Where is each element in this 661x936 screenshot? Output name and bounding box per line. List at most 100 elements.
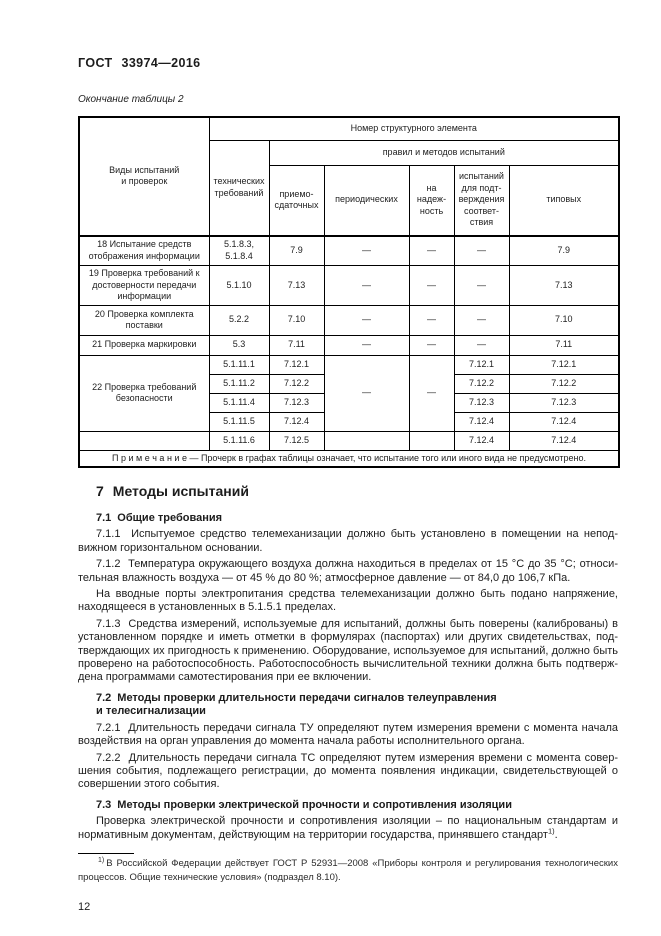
footnote-reference: 1) [547,825,555,835]
table-row: 5.1.11.6 7.12.5 7.12.4 7.12.4 [78,430,620,451]
cell-acceptance: 7.10 [268,304,325,336]
column-header-acceptance: приемо- сдаточных [268,164,325,236]
paragraph-7-1-2-cont: На вводные порты электропитания средства… [78,588,618,614]
section-title: Методы испытаний [112,483,249,499]
cell-conformity: 7.12.3 [453,392,510,413]
section-title: Общие требования [117,512,223,524]
section-heading-7-2: 7.2 Методы проверки длительности передачи… [78,692,618,719]
cell-acceptance: 7.9 [268,235,325,266]
table-row: 5.1.11.5 7.12.4 7.12.4 7.12.4 [79,411,620,432]
cell-acceptance: 7.12.5 [268,430,325,451]
cell-typical: 7.12.3 [508,392,620,413]
section-number: 7 [96,483,104,499]
table-caption: Окончание таблицы 2 [78,94,184,105]
cell-reliability: — [408,235,455,266]
paragraph-7-2-1: 7.2.1 Длительность передачи сигнала ТУ о… [78,721,618,748]
cell-periodic: — [323,265,410,306]
footnote-marker: 1) [98,856,105,864]
cell-test-name: 21 Проверка маркировки [78,334,210,356]
cell-conformity: — [453,235,510,266]
cell-conformity: 7.12.1 [453,354,510,375]
paragraph-7-1-1: 7.1.1 Испытуемое средство телемеханизаци… [78,528,618,554]
cell-acceptance: 7.12.2 [268,373,325,394]
footnote-text: В Российской Федерации действует ГОСТ Р … [78,857,618,883]
paragraph-7-1-2: 7.1.2 Температура окружающего воздуха до… [78,558,618,584]
cell-reliability: — [408,334,455,356]
paragraph-7-1-3: 7.1.3 Средства измерений, используемые д… [78,617,618,684]
cell-typical: 7.12.1 [508,354,620,375]
cell-conformity: 7.12.4 [453,411,510,432]
table-note-row: П р и м е ч а н и е — Прочерк в графах т… [78,449,620,468]
column-header-typical: типовых [508,164,620,236]
column-header-tech-requirements: технических требований [208,139,270,236]
table-row: 20 Проверка комплекта поставки 5.2.2 7.1… [78,304,620,336]
cell-typical: 7.11 [508,334,620,356]
cell-tech: 5.1.8.3, 5.1.8.4 [208,235,270,266]
cell-conformity: — [453,265,510,306]
table-row: 18 Испытание средств отображения информа… [78,235,620,266]
cell-typical: 7.12.4 [508,411,620,432]
cell-reliability: — [408,304,455,336]
column-header-reliability: на надеж- ность [408,164,455,236]
page-content: ГОСТ 33974—2016 Окончание таблицы 2 Виды… [78,0,621,913]
footnote: 1) В Российской Федерации действует ГОСТ … [78,857,618,885]
section-title: Методы проверки длительности передачи си… [96,691,497,718]
cell-periodic: — [323,334,410,356]
cell-tech: 5.1.10 [208,265,270,306]
cell-acceptance: 7.12.1 [268,354,325,375]
section-heading-7-1: 7.1 Общие требования [78,512,618,525]
section-number: 7.1 [96,512,112,524]
cell-typical: 7.12.2 [508,373,620,394]
cell-typical: 7.10 [508,304,620,336]
paragraph-7-2-2: 7.2.2 Длительность передачи сигнала ТС о… [78,751,618,791]
cell-tech: 5.1.11.2 [208,373,270,394]
cell-test-name-empty [78,430,210,451]
table-row: 22 Проверка требований безопасности 5.1.… [78,354,620,432]
cell-tech: 5.1.11.4 [208,392,270,413]
paragraph-text-tail: . [554,828,558,841]
cell-acceptance: 7.12.3 [268,392,325,413]
cell-test-name: 18 Испытание средств отображения информа… [78,235,210,266]
cell-acceptance: 7.13 [268,265,325,306]
cell-periodic-empty [323,430,410,451]
cell-tech: 5.3 [208,334,270,356]
column-header-rules-methods: правил и методов испытаний [268,139,620,166]
column-header-conformity: испытаний для подт- верждения соответ- с… [453,164,510,236]
table-row: 19 Проверка требований к достоверности п… [78,265,620,306]
cell-tech: 5.1.11.1 [208,354,270,375]
cell-conformity: — [453,334,510,356]
cell-tech: 5.1.11.5 [208,411,270,432]
column-header-periodic: периодических [323,164,410,236]
cell-periodic: — [323,354,410,432]
cell-typical: 7.9 [508,235,620,266]
table-header: Виды испытаний и проверок Номер структур… [78,116,620,236]
column-header-structural-element: Номер структурного элемента [208,116,620,141]
column-header-views: Виды испытаний и проверок [78,116,210,236]
cell-conformity: — [453,304,510,336]
section-title: Методы проверки электрической прочности … [117,798,512,811]
table-note: П р и м е ч а н и е — Прочерк в графах т… [78,449,620,468]
section-number: 7.2 [96,691,112,704]
cell-test-name: 19 Проверка требований к достоверности п… [78,265,210,306]
cell-reliability: — [408,354,455,432]
cell-reliability: — [408,265,455,306]
cell-conformity: 7.12.2 [453,373,510,394]
doc-code: ГОСТ 33974—2016 [78,56,201,70]
tests-table: Виды испытаний и проверок Номер структур… [78,116,621,468]
cell-periodic: — [323,304,410,336]
table-row: 5.1.11.2 7.12.2 7.12.2 7.12.2 [79,373,620,394]
cell-tech: 5.2.2 [208,304,270,336]
page-number: 12 [78,900,91,913]
cell-periodic: — [323,235,410,266]
paragraph-7-3: Проверка электрической прочности и сопро… [78,815,618,842]
cell-conformity: 7.12.4 [453,430,510,451]
cell-acceptance: 7.11 [268,334,325,356]
section-heading-7: 7 Методы испытаний [78,483,618,499]
cell-typical: 7.12.4 [508,430,620,451]
section-heading-7-3: 7.3 Методы проверки электрической прочнос… [78,799,618,812]
cell-test-name: 22 Проверка требований безопасности [78,354,210,432]
footnote-rule [78,852,134,854]
cell-acceptance: 7.12.4 [268,411,325,432]
cell-typical: 7.13 [508,265,620,306]
